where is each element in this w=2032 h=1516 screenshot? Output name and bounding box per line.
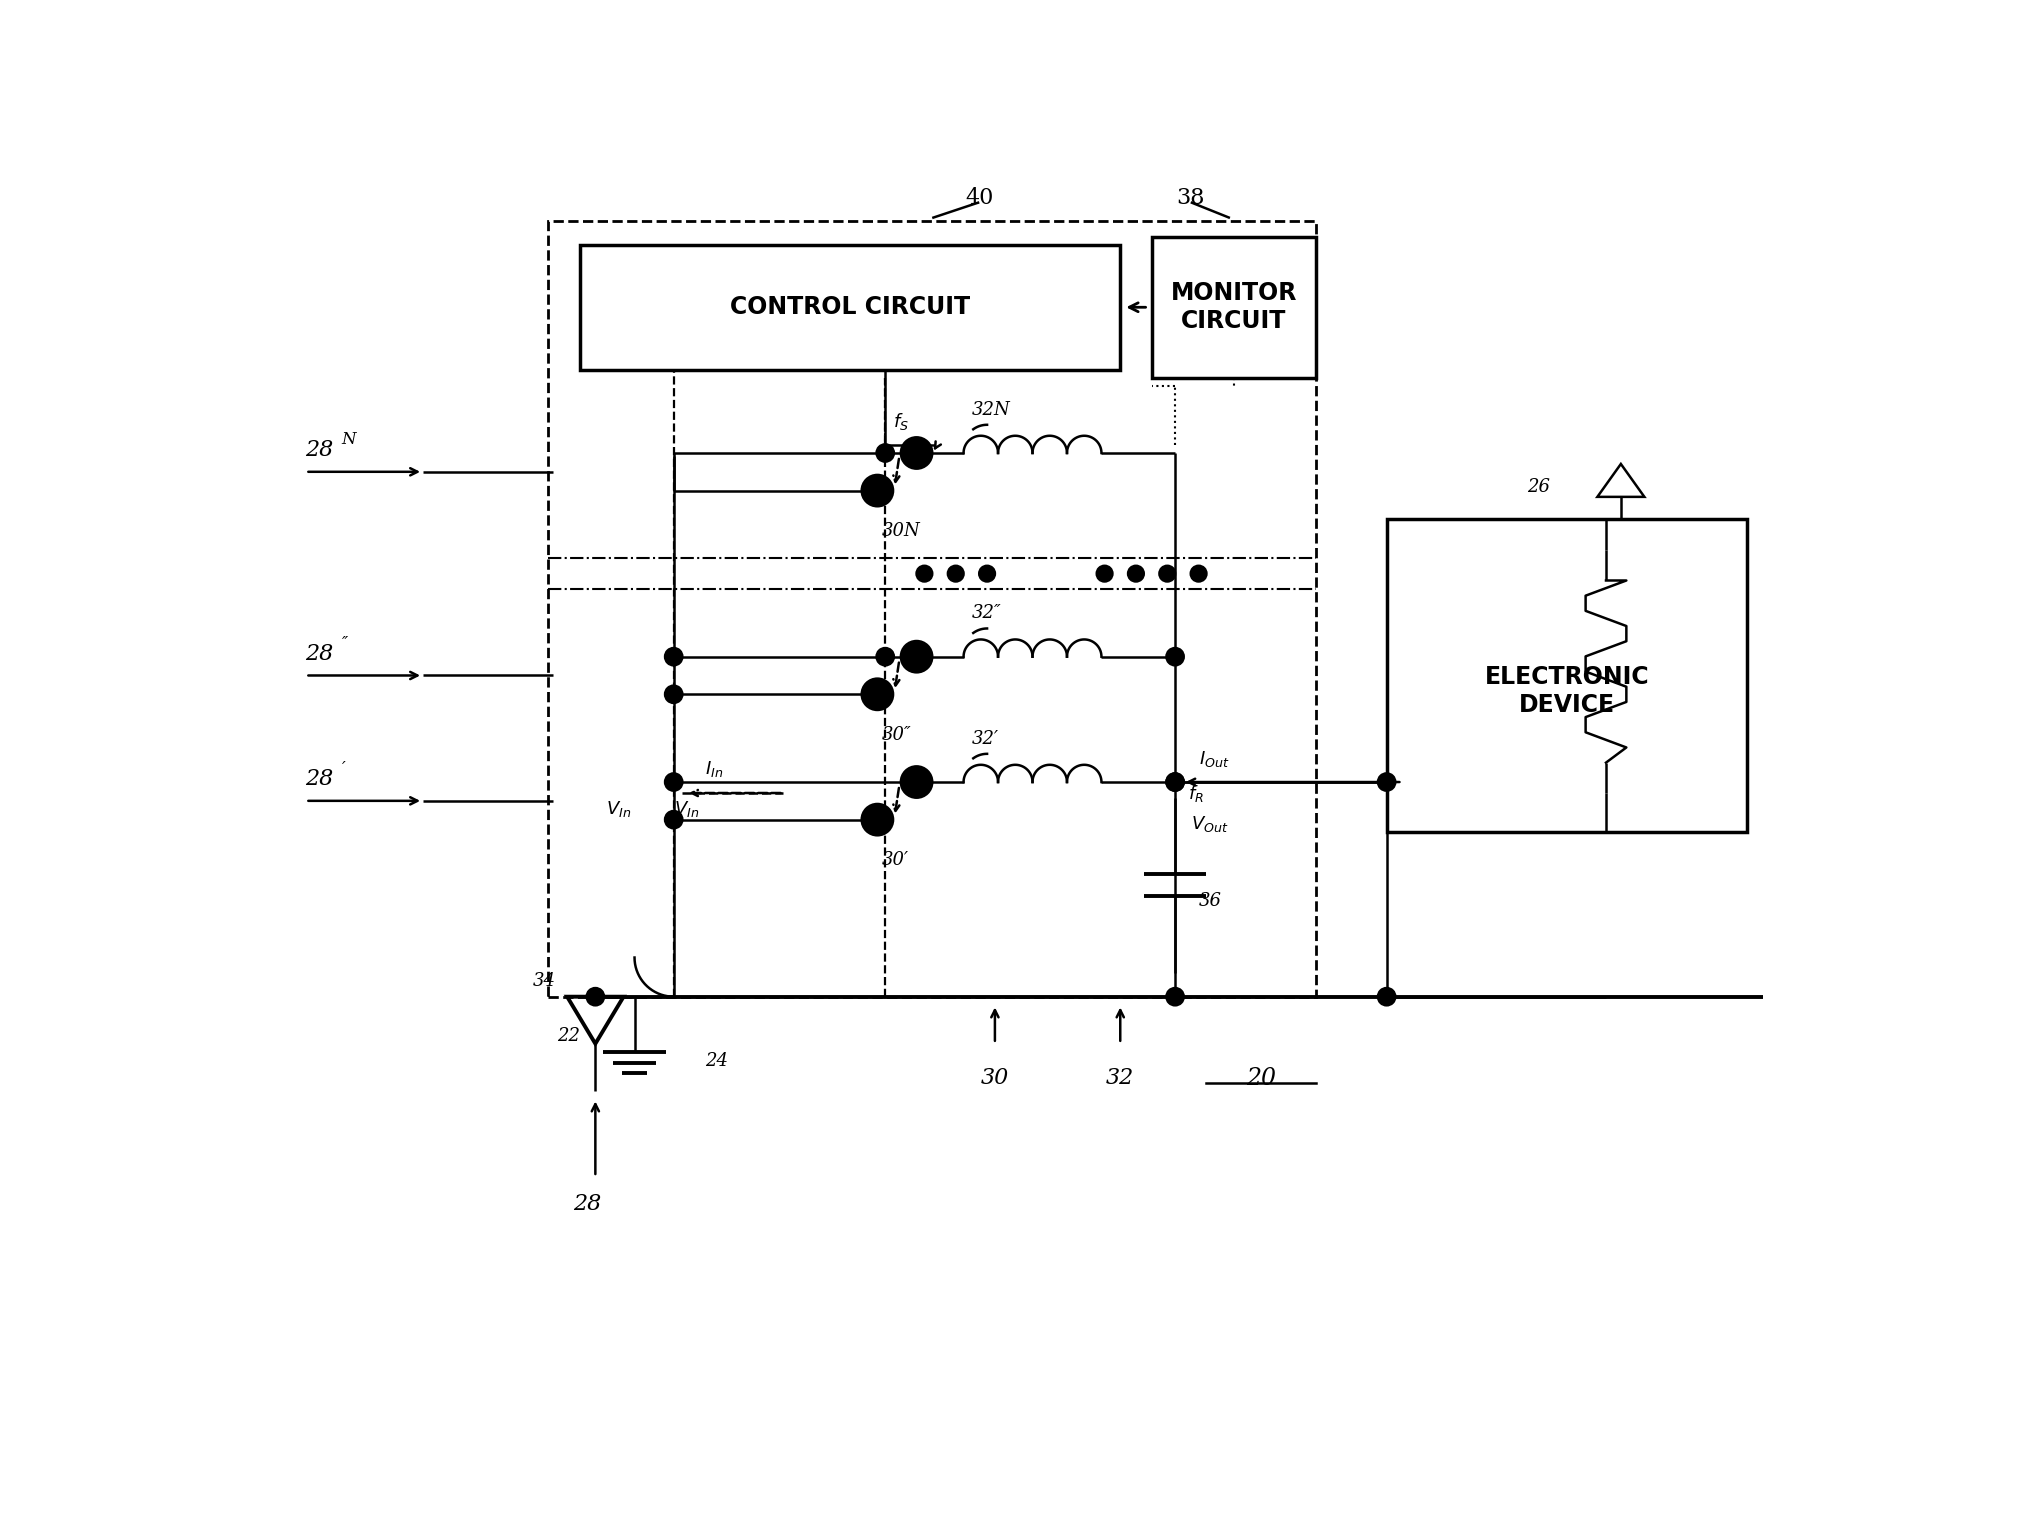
Circle shape [1166, 647, 1183, 666]
Text: 24: 24 [705, 1052, 727, 1069]
Text: 20: 20 [1246, 1067, 1276, 1090]
Text: 28: 28 [305, 438, 333, 461]
Text: MONITOR
CIRCUIT: MONITOR CIRCUIT [1170, 282, 1296, 334]
Circle shape [1166, 773, 1183, 791]
Text: 40: 40 [965, 186, 994, 209]
Circle shape [900, 437, 933, 468]
Text: $I_{Out}$: $I_{Out}$ [1199, 749, 1229, 769]
Circle shape [900, 641, 933, 673]
Text: $V_{In}$: $V_{In}$ [673, 799, 699, 819]
Text: 28: 28 [573, 1193, 601, 1214]
Text: $I_{In}$: $I_{In}$ [705, 760, 723, 779]
Text: 34: 34 [532, 972, 557, 990]
Circle shape [664, 811, 683, 828]
Circle shape [876, 647, 894, 666]
Text: 28: 28 [305, 769, 333, 790]
Circle shape [1166, 773, 1183, 791]
Text: ″: ″ [341, 635, 347, 652]
Bar [1150, 236, 1315, 377]
Circle shape [979, 565, 994, 582]
Circle shape [664, 647, 683, 666]
Text: 26: 26 [1526, 479, 1550, 496]
Circle shape [1158, 565, 1174, 582]
Circle shape [862, 679, 892, 709]
Circle shape [862, 803, 892, 835]
Bar [1386, 518, 1745, 832]
Circle shape [1378, 988, 1394, 1005]
Text: $f_R$: $f_R$ [1187, 782, 1203, 803]
Circle shape [947, 565, 963, 582]
Text: 22: 22 [557, 1026, 579, 1045]
Circle shape [862, 475, 892, 506]
Circle shape [916, 565, 933, 582]
Text: $V_{Out}$: $V_{Out}$ [1191, 814, 1227, 834]
Circle shape [1191, 565, 1205, 582]
Text: 30N: 30N [882, 522, 920, 540]
Circle shape [900, 767, 933, 797]
Circle shape [587, 988, 604, 1005]
Text: 30: 30 [979, 1067, 1008, 1088]
Circle shape [1166, 988, 1183, 1005]
Circle shape [1128, 565, 1144, 582]
Bar [549, 221, 1315, 996]
Text: 32″: 32″ [971, 605, 1000, 622]
Text: 28: 28 [305, 643, 333, 664]
Circle shape [876, 444, 894, 461]
Text: 30″: 30″ [882, 726, 912, 744]
Text: 36: 36 [1199, 891, 1221, 910]
Text: $f_S$: $f_S$ [892, 411, 908, 432]
Text: 30′: 30′ [882, 850, 908, 869]
Text: 32N: 32N [971, 400, 1010, 418]
Circle shape [1095, 565, 1112, 582]
Circle shape [664, 773, 683, 791]
Text: ′: ′ [341, 761, 345, 778]
Circle shape [1378, 773, 1394, 791]
Circle shape [664, 685, 683, 703]
Text: 32′: 32′ [971, 729, 998, 747]
Text: CONTROL CIRCUIT: CONTROL CIRCUIT [729, 296, 969, 320]
Text: ELECTRONIC
DEVICE: ELECTRONIC DEVICE [1483, 666, 1648, 717]
Text: 38: 38 [1177, 186, 1205, 209]
Bar [579, 244, 1120, 370]
Text: $V_{In}$: $V_{In}$ [606, 799, 632, 819]
Text: N: N [341, 431, 356, 449]
Text: 32: 32 [1105, 1067, 1134, 1088]
